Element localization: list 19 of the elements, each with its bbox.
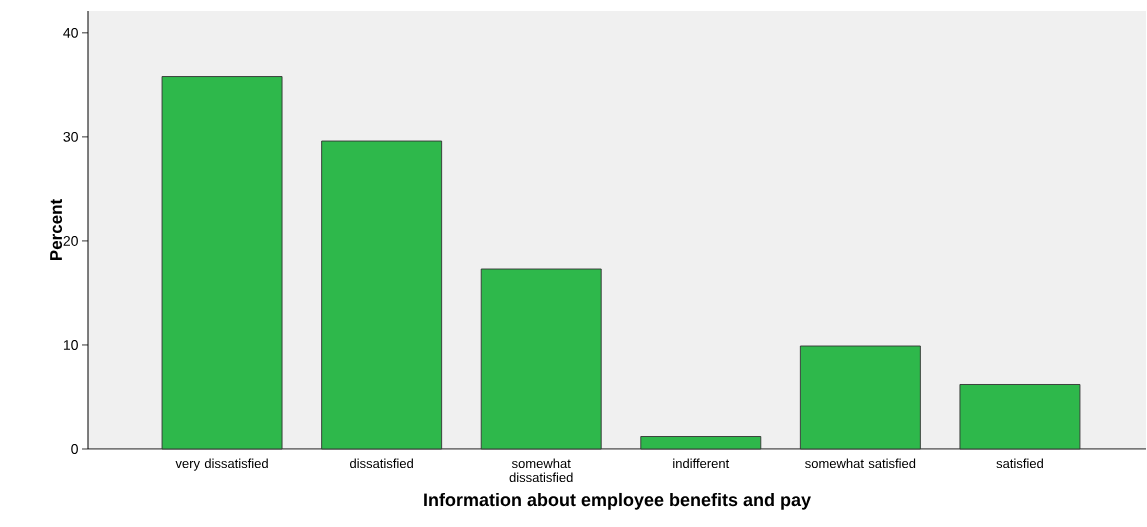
- bar: [959, 384, 1081, 450]
- x-axis-title: Information about employee benefits and pay: [424, 492, 811, 510]
- y-tick-label: 30: [63, 131, 78, 142]
- bar: [480, 268, 602, 450]
- x-tick-label: satisfied: [996, 458, 1043, 469]
- y-tick-label: 40: [63, 27, 78, 38]
- x-tick-label: somewhat dissatisfied: [509, 458, 573, 483]
- bar: [640, 436, 762, 450]
- x-tick-label: indifferent: [673, 458, 730, 469]
- y-tick-label: 10: [63, 339, 78, 350]
- y-axis-title: Percent: [50, 199, 63, 261]
- x-tick-label: dissatisfied: [350, 458, 413, 469]
- bar: [799, 345, 921, 450]
- x-tick-label: very dissatisfied: [175, 458, 268, 471]
- x-tick-label: somewhat satisfied: [805, 458, 916, 469]
- bar: [161, 76, 283, 450]
- y-tick-label: 20: [63, 235, 78, 246]
- y-tick-label: 0: [71, 444, 78, 454]
- bar: [321, 140, 443, 450]
